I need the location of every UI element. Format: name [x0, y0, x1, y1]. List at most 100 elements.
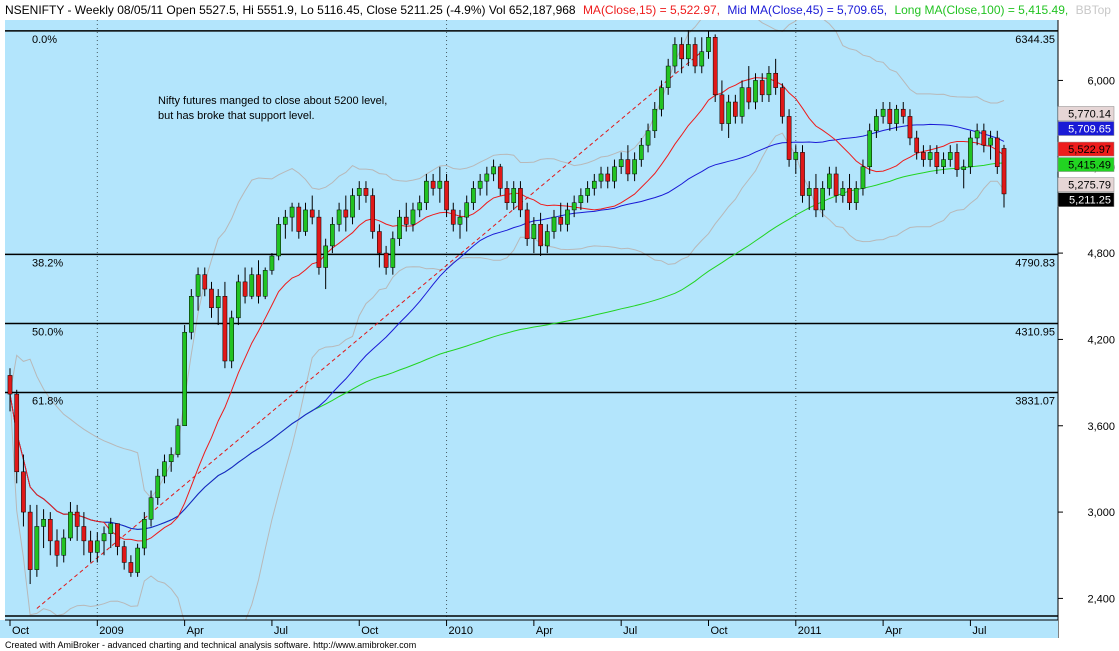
candle	[336, 202, 342, 232]
candle	[645, 123, 651, 153]
fib-pct-label: 0.0%	[32, 34, 57, 46]
candle-body	[558, 216, 564, 225]
candle-body	[847, 188, 852, 203]
plot-area[interactable]	[5, 20, 1058, 638]
y-tick-label: 3,600	[1087, 421, 1115, 433]
candle	[497, 163, 503, 196]
candle	[484, 166, 490, 196]
footer-bg	[0, 638, 1119, 651]
candle-body	[840, 188, 846, 196]
candle	[833, 166, 839, 203]
candle-body	[101, 533, 107, 542]
candle	[632, 152, 637, 182]
candle	[907, 109, 913, 146]
candle	[464, 195, 470, 232]
candle	[195, 267, 201, 311]
candle-body	[350, 195, 355, 218]
candle-body	[988, 137, 993, 146]
candle-body	[773, 72, 778, 88]
candle	[424, 173, 429, 210]
candle	[968, 130, 973, 174]
candle	[330, 217, 335, 254]
candle	[994, 130, 1000, 174]
candle	[605, 166, 611, 189]
x-tick-label: Oct	[710, 625, 727, 637]
candle	[215, 289, 221, 326]
candle-body	[61, 537, 67, 556]
candle-body	[994, 137, 1000, 168]
candle-body	[222, 296, 228, 362]
candle-body	[289, 206, 295, 218]
candle-body	[236, 281, 241, 319]
candle-body	[195, 274, 201, 297]
candle	[894, 104, 899, 131]
ma45-line	[9, 123, 1005, 530]
x-tick-label: Oct	[12, 625, 29, 637]
candle-body	[464, 202, 470, 218]
x-tick-labels: Oct 2009 Apr Jul Oct 2010 Apr Jul Oct 2011 Apr Jul	[9, 620, 986, 637]
fib-value-label: 4790.83	[1015, 257, 1055, 269]
candle-body	[94, 540, 100, 553]
candle	[551, 209, 557, 239]
candle-body	[168, 454, 174, 462]
candle	[450, 202, 456, 232]
candle-body	[316, 216, 322, 268]
candle	[108, 517, 114, 549]
candle	[786, 109, 792, 167]
candle-body	[894, 108, 899, 124]
candle-body	[813, 188, 819, 211]
candle	[262, 267, 268, 300]
candle	[121, 540, 127, 570]
candle-body	[974, 130, 980, 139]
y-tick-label: 6,000	[1087, 75, 1115, 87]
candle-body	[880, 108, 886, 117]
candle-body	[719, 94, 725, 124]
candle	[7, 368, 13, 412]
candle	[417, 195, 423, 218]
candle-body	[343, 209, 349, 218]
candle	[141, 512, 147, 556]
candle	[981, 123, 987, 153]
price-label-box	[1057, 177, 1115, 192]
candle	[491, 159, 496, 182]
candle-body	[914, 137, 920, 153]
candle-body	[41, 519, 46, 527]
candle-body	[323, 245, 328, 268]
grid-layer	[96, 20, 797, 620]
candle	[397, 209, 402, 246]
candle-body	[403, 216, 409, 225]
x-tick-label: Apr	[187, 625, 204, 637]
candle-body	[907, 116, 913, 139]
candle	[672, 37, 678, 74]
candle	[638, 137, 644, 167]
candle	[692, 37, 698, 74]
x-tick-label: Jul	[972, 625, 986, 637]
candle-body	[686, 44, 691, 60]
candlesticks	[7, 30, 1007, 585]
candle-body	[934, 152, 940, 168]
candle	[1001, 144, 1007, 208]
candle-body	[565, 209, 570, 225]
candle-body	[766, 72, 772, 96]
price-label-box	[1057, 141, 1115, 157]
header-bg	[0, 0, 1119, 20]
candle-body	[383, 252, 389, 268]
candle	[665, 58, 671, 95]
y-tick-label: 4,800	[1087, 248, 1115, 260]
candle	[954, 143, 960, 177]
candle-body	[283, 216, 288, 225]
candle-body	[659, 87, 664, 110]
candle-body	[135, 547, 140, 573]
fibonacci-levels: 0.0% 6344.35 38.2% 4790.83 50.0% 4310.95 61.8%…	[5, 30, 1058, 631]
candle	[813, 173, 819, 218]
candle	[189, 289, 194, 340]
candle	[202, 267, 208, 297]
candle	[370, 188, 376, 239]
candle-body	[81, 526, 87, 542]
x-tick-label: 2010	[449, 625, 473, 637]
candle	[511, 181, 517, 210]
candle	[652, 102, 658, 138]
candle	[900, 102, 906, 124]
chart-footer: Created with AmiBroker - advanced charti…	[0, 638, 1119, 651]
